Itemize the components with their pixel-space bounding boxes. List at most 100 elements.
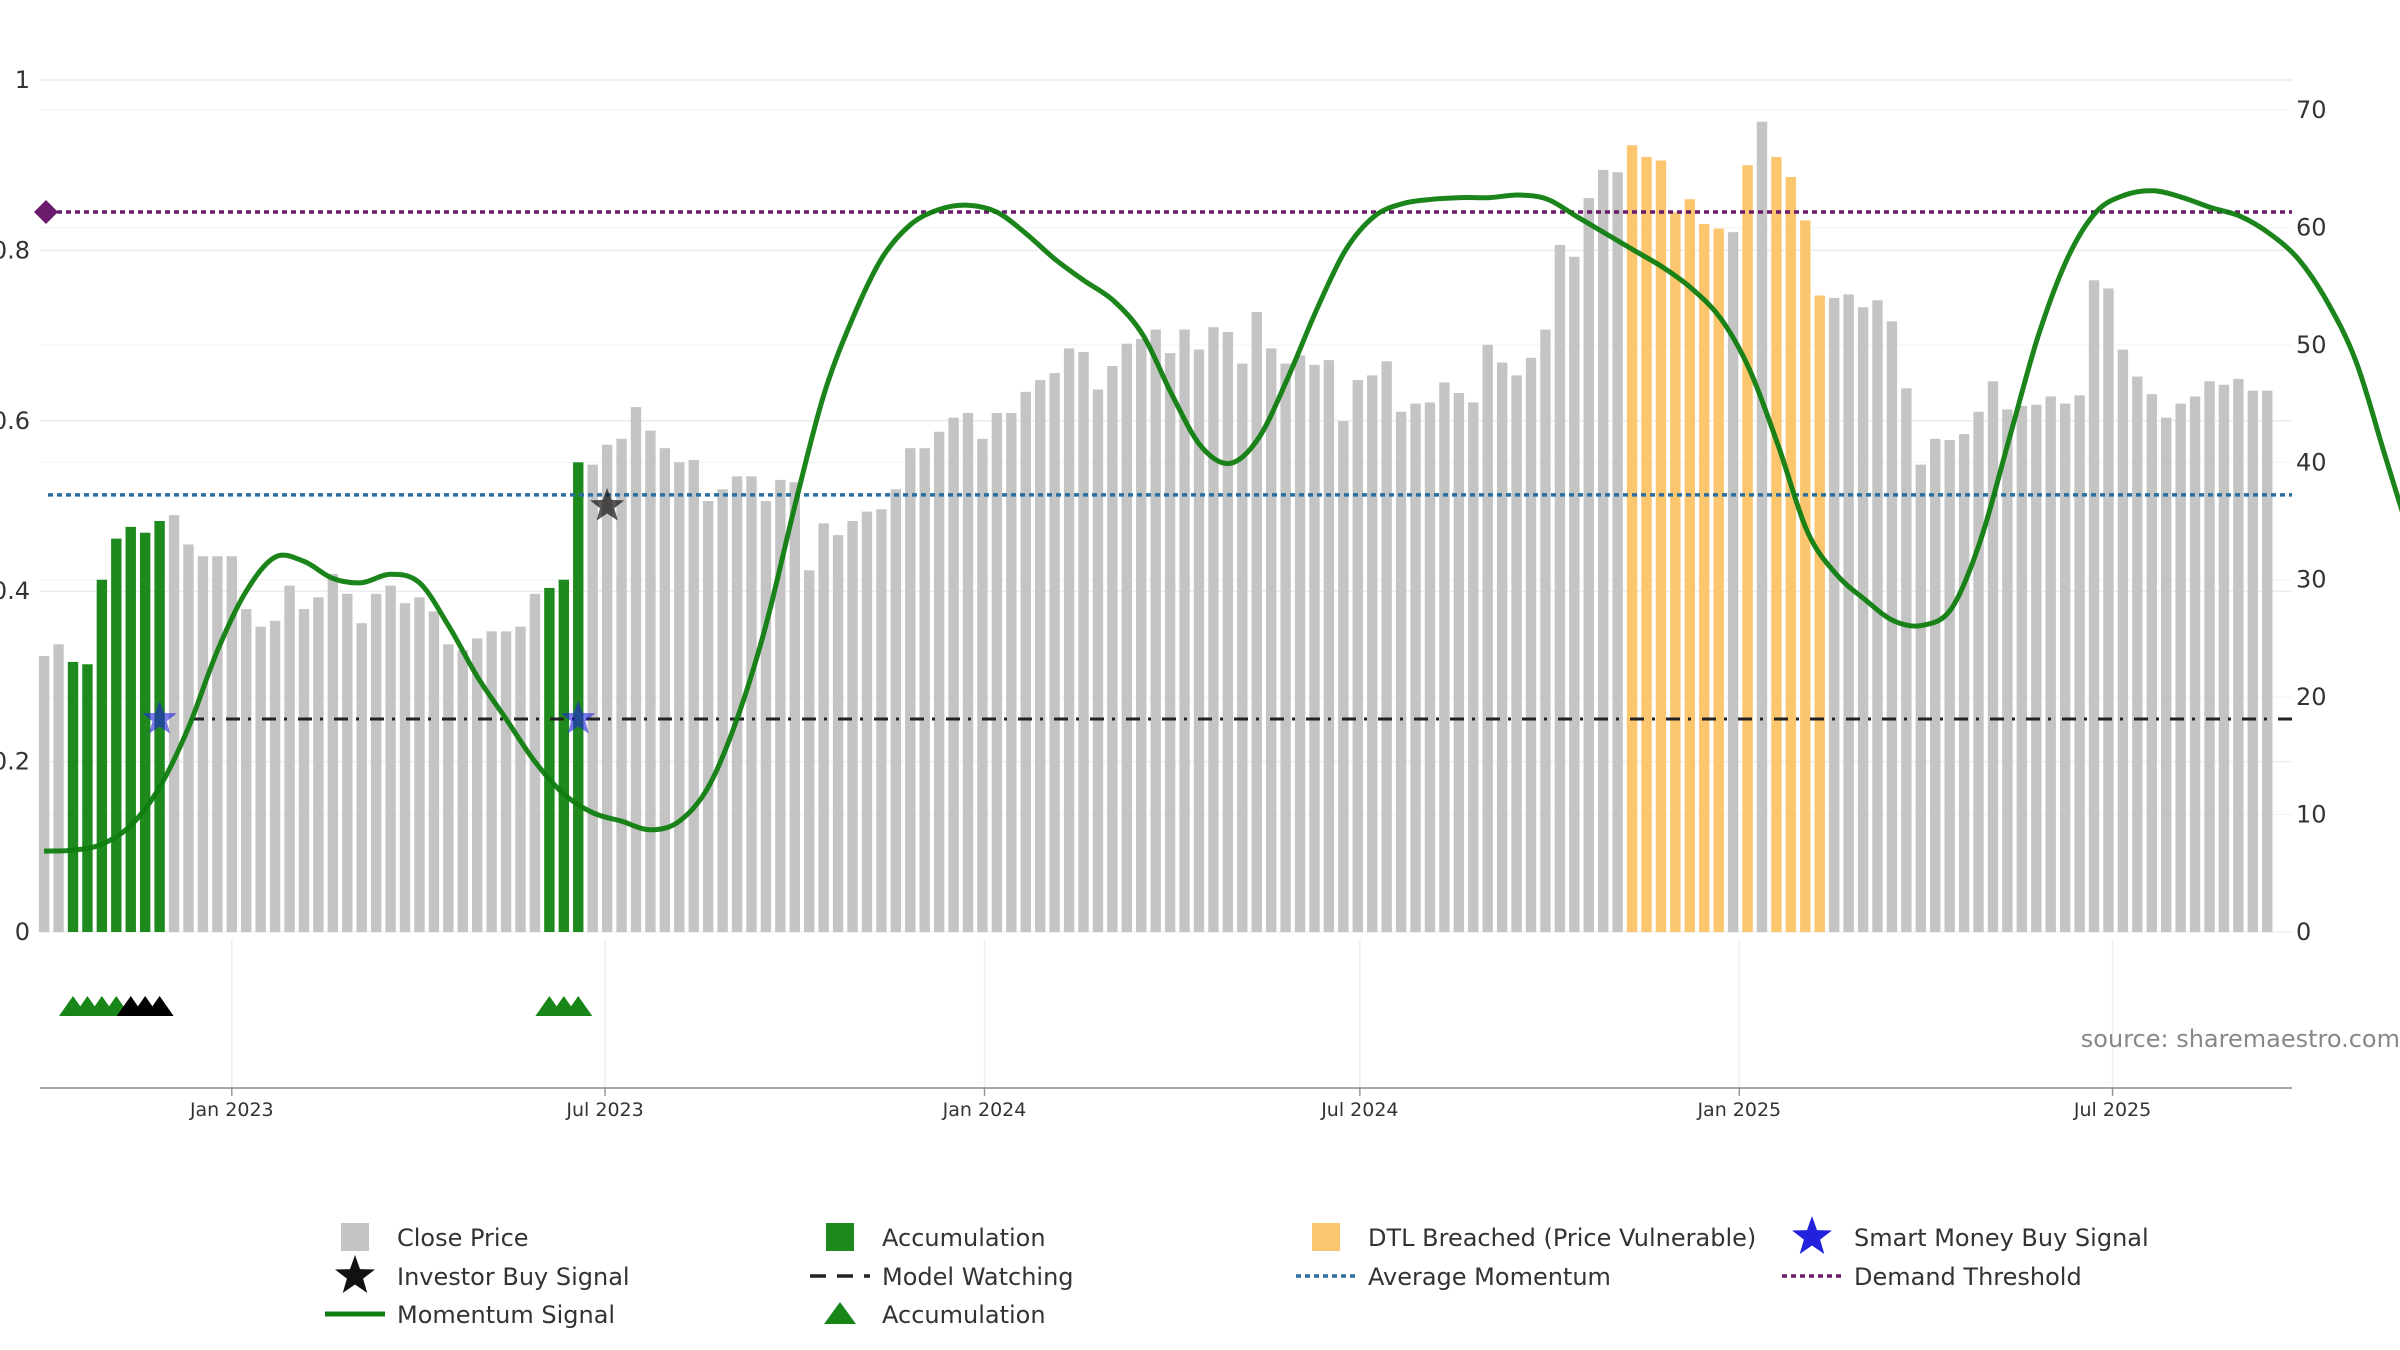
close-price-bar bbox=[919, 448, 930, 932]
y-left-tick-label: 1 bbox=[15, 66, 30, 94]
investor-buy-signal bbox=[590, 488, 625, 521]
close-price-bar bbox=[428, 611, 440, 932]
legend-triangle bbox=[824, 1302, 856, 1324]
close-price-bar bbox=[298, 609, 310, 932]
dtl-breached-bar bbox=[1684, 199, 1696, 932]
close-price-bar bbox=[2175, 403, 2186, 933]
legend-item: DTL Breached (Price Vulnerable) bbox=[1312, 1223, 1756, 1252]
close-price-bar bbox=[645, 430, 656, 932]
close-price-bar bbox=[183, 544, 194, 932]
demand-threshold-marker bbox=[34, 200, 58, 225]
dtl-breached-bar bbox=[1626, 145, 1638, 932]
dtl-breached-bar bbox=[1699, 223, 1710, 933]
close-price-bar bbox=[53, 644, 64, 932]
y-left-tick-label: 0.8 bbox=[0, 236, 30, 264]
close-price-bar bbox=[2103, 288, 2114, 932]
close-price-bar bbox=[1107, 365, 1118, 933]
close-price-bar bbox=[717, 489, 728, 932]
close-price-bar bbox=[674, 462, 685, 932]
close-price-bar bbox=[804, 570, 815, 932]
close-price-bar bbox=[1179, 329, 1190, 932]
close-price-bar bbox=[1453, 393, 1465, 932]
close-price-bar bbox=[1193, 349, 1205, 932]
x-tick-label: Jul 2024 bbox=[1320, 1099, 1398, 1121]
legend-label: Demand Threshold bbox=[1854, 1263, 2082, 1291]
close-price-bar bbox=[962, 412, 974, 933]
close-price-bar bbox=[370, 593, 382, 932]
close-price-bar bbox=[1395, 411, 1407, 932]
close-price-bar bbox=[515, 626, 526, 932]
y-right-tick-label: 10 bbox=[2296, 801, 2327, 829]
close-price-bar bbox=[1092, 389, 1104, 933]
dtl-breached-bar bbox=[1713, 228, 1724, 933]
close-price-bar bbox=[2117, 349, 2129, 932]
close-price-bar bbox=[1756, 121, 1768, 932]
x-tick-label: Jul 2023 bbox=[565, 1099, 643, 1121]
legend: Close Price Accumulation DTL Breached (Pri… bbox=[325, 1216, 2149, 1329]
close-price-bar bbox=[1915, 464, 1926, 932]
y-right-tick-label: 20 bbox=[2296, 683, 2327, 711]
close-price-bar bbox=[1482, 344, 1493, 932]
legend-label: Smart Money Buy Signal bbox=[1854, 1224, 2149, 1252]
legend-swatch bbox=[826, 1223, 854, 1251]
close-price-bar bbox=[1049, 373, 1060, 932]
y-right-tick-label: 0 bbox=[2296, 918, 2311, 946]
y-left-tick-label: 0.6 bbox=[0, 407, 30, 435]
close-price-bar bbox=[500, 631, 512, 932]
close-price-bar bbox=[269, 620, 281, 932]
close-price-bar bbox=[746, 476, 757, 932]
legend-label: Average Momentum bbox=[1368, 1263, 1611, 1291]
legend-swatch bbox=[341, 1223, 369, 1251]
close-price-bar bbox=[1294, 355, 1306, 932]
y-right-tick-label: 40 bbox=[2296, 448, 2327, 476]
close-price-bar bbox=[1540, 329, 1551, 932]
smart-money-buy-signal bbox=[561, 701, 596, 734]
close-price-bar bbox=[1367, 375, 1378, 933]
close-price-bar bbox=[1020, 391, 1031, 932]
close-price-bar bbox=[1612, 172, 1623, 933]
close-price-bar bbox=[1237, 363, 1248, 932]
close-price-bar bbox=[775, 479, 786, 932]
close-price-bar bbox=[486, 631, 497, 932]
close-price-bar bbox=[1265, 348, 1277, 932]
close-price-bar bbox=[2088, 280, 2100, 932]
legend-item: Demand Threshold bbox=[1782, 1263, 2082, 1291]
close-price-bar bbox=[890, 489, 902, 932]
close-price-bar bbox=[1150, 329, 1161, 932]
close-price-bar bbox=[2204, 381, 2215, 932]
close-price-bar bbox=[443, 644, 454, 932]
close-price-bar bbox=[1063, 348, 1075, 932]
close-price-bar bbox=[1006, 412, 1017, 933]
close-price-bar bbox=[977, 438, 988, 932]
close-price-bar bbox=[1496, 362, 1508, 932]
dtl-breached-bar bbox=[1670, 212, 1681, 933]
close-price-bar bbox=[1338, 421, 1349, 932]
close-price-bar bbox=[1381, 361, 1392, 933]
legend-label: Close Price bbox=[397, 1224, 529, 1252]
legend-star bbox=[335, 1255, 375, 1293]
legend-item: Momentum Signal bbox=[325, 1301, 615, 1329]
close-price-bar bbox=[1872, 300, 1883, 933]
accumulation-bar bbox=[544, 587, 555, 932]
close-price-bar bbox=[861, 511, 873, 932]
reference-lines bbox=[34, 200, 2292, 721]
accumulation-bar bbox=[558, 579, 570, 932]
close-price-bar bbox=[1930, 438, 1941, 932]
momentum-layer bbox=[43, 188, 2400, 854]
close-price-bar bbox=[2132, 376, 2143, 932]
close-price-bar bbox=[933, 431, 945, 932]
close-price-bar bbox=[457, 650, 468, 932]
close-price-bar bbox=[1944, 439, 1955, 932]
close-price-bar bbox=[342, 593, 353, 932]
close-price-bar bbox=[789, 482, 800, 932]
accumulation-bar bbox=[139, 532, 151, 932]
close-price-bar bbox=[876, 509, 887, 932]
legend-label: Accumulation bbox=[882, 1301, 1046, 1329]
smart-money-buy-signal bbox=[142, 701, 177, 734]
close-price-bar bbox=[284, 585, 295, 932]
close-price-bar bbox=[630, 407, 642, 932]
close-price-bar bbox=[2045, 396, 2056, 932]
close-price-bar bbox=[1828, 297, 1840, 932]
x-tick-label: Jan 2025 bbox=[1696, 1099, 1781, 1121]
